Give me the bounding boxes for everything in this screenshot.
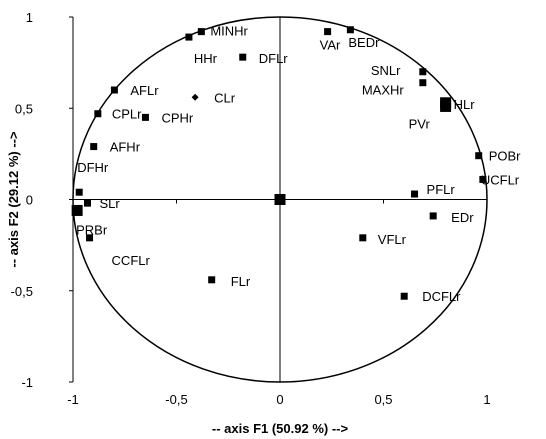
point-pvr <box>440 100 452 112</box>
point-minhr <box>197 28 205 36</box>
point-label-prbr: PRBr <box>76 222 108 237</box>
point-label-pflr: PFLr <box>427 182 456 197</box>
point-label-hlr: HLr <box>454 97 476 112</box>
point-pobr <box>475 152 483 160</box>
y-tick-label: 0 <box>26 193 33 208</box>
point-cplr <box>94 110 102 118</box>
point-clr <box>191 93 199 101</box>
tick-labels-layer: -1 -1 -0,5 -0,5 0 0 0,5 0,5 1 1 <box>11 10 491 407</box>
x-tick-label: 0 <box>276 392 283 407</box>
point-dcflr <box>400 292 408 300</box>
point-slr <box>83 199 91 207</box>
point-vflr <box>359 234 367 242</box>
point-label-vflr: VFLr <box>378 232 407 247</box>
data-points-layer <box>71 26 487 300</box>
point-aflr <box>110 86 118 94</box>
point-maxhr <box>419 79 427 87</box>
point-label-edr: EDr <box>451 210 474 225</box>
point-label-hhr: HHr <box>194 51 218 66</box>
point-snlr <box>419 68 427 76</box>
point-label-snlr: SNLr <box>371 63 401 78</box>
y-tick-label: -0,5 <box>11 284 33 299</box>
point-label-dfhr: DFHr <box>77 160 109 175</box>
point-flr <box>208 276 216 284</box>
point-label-dflr: DFLr <box>259 51 289 66</box>
point-origin <box>274 194 286 205</box>
point-label-dcflr: DCFLr <box>422 289 461 304</box>
point-label-cphr: CPHr <box>161 110 193 125</box>
point-ucflr <box>479 175 487 183</box>
y-tick-label: 1 <box>26 10 33 25</box>
x-tick-label: -0,5 <box>165 392 187 407</box>
point-label-clr: CLr <box>214 90 236 105</box>
point-label-pobr: POBr <box>489 149 521 164</box>
point-label-bedr: BEDr <box>348 35 380 50</box>
point-label-slr: SLr <box>99 196 120 211</box>
point-label-flr: FLr <box>231 274 251 289</box>
point-edr <box>429 212 437 220</box>
y-tick-label: -1 <box>21 375 33 390</box>
point-pflr <box>411 190 419 198</box>
point-var <box>324 28 332 36</box>
point-label-ccflr: CCFLr <box>112 253 151 268</box>
point-label-ucflr: UCFLr <box>481 172 520 187</box>
point-ccflr <box>86 234 94 242</box>
y-tick-label: 0,5 <box>15 101 33 116</box>
point-label-cplr: CPLr <box>112 107 142 122</box>
point-label-pvr: PVr <box>409 116 431 131</box>
point-bedr <box>346 26 354 34</box>
x-tick-label: 0,5 <box>374 392 392 407</box>
point-dflr <box>239 53 247 61</box>
point-afhr <box>90 143 98 151</box>
point-label-minhr: MINHr <box>210 24 248 39</box>
point-label-afhr: AFHr <box>110 140 141 155</box>
point-cphr <box>141 113 149 121</box>
point-label-var: VAr <box>320 38 341 53</box>
y-axis-title: -- axis F2 (29.12 %) --> <box>6 131 21 268</box>
x-tick-label: 1 <box>483 392 490 407</box>
point-dfhr <box>75 188 83 196</box>
x-tick-label: -1 <box>67 392 79 407</box>
point-hhr <box>185 33 193 41</box>
point-label-aflr: AFLr <box>130 83 159 98</box>
x-axis-title: -- axis F1 (50.92 %) --> <box>212 421 349 436</box>
point-prbr <box>71 204 83 216</box>
point-label-maxhr: MAXHr <box>362 83 405 98</box>
